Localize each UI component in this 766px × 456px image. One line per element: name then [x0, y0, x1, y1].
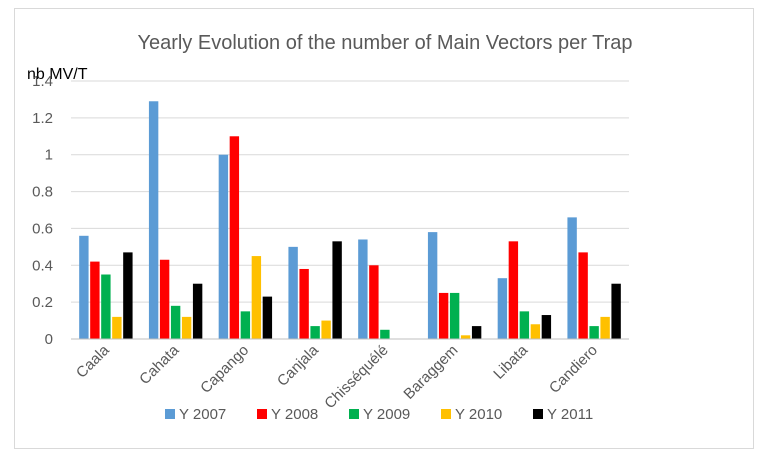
bar: [251, 256, 262, 339]
bar: [541, 315, 552, 339]
bar: [262, 296, 273, 339]
bar: [530, 324, 541, 339]
bar: [192, 283, 203, 339]
bar: [288, 246, 298, 339]
y-tick-label: 0.2: [32, 294, 53, 311]
category-label: Libata: [490, 341, 531, 382]
y-tick-label: 0.4: [32, 257, 53, 274]
legend-swatch: [165, 409, 175, 419]
category-label: Baraggem: [400, 342, 461, 403]
category-label: Caala: [73, 341, 113, 381]
chart-title: Yearly Evolution of the number of Main V…: [137, 32, 632, 54]
bar: [508, 241, 519, 339]
y-tick-label: 0.6: [32, 220, 53, 237]
bar: [79, 235, 89, 339]
chart-frame: Yearly Evolution of the number of Main V…: [14, 8, 754, 449]
legend-swatch: [533, 409, 543, 419]
bar: [101, 274, 111, 339]
bar: [240, 311, 251, 339]
bar: [449, 292, 460, 339]
bar: [369, 265, 379, 339]
bar: [321, 320, 331, 339]
y-tick-label: 0.8: [32, 184, 53, 201]
bar: [90, 261, 100, 339]
bar: [497, 278, 508, 339]
bar: [299, 268, 309, 339]
legend-swatch: [349, 409, 359, 419]
bars: [79, 101, 621, 340]
category-labels: Caala Cahata Capango Canjala Chisséquélé Bara…: [73, 341, 601, 412]
y-tick-label: 1: [45, 147, 53, 164]
y-tick-label: 0: [45, 331, 53, 348]
category-label: Chisséquélé: [321, 342, 391, 412]
bar: [358, 239, 368, 339]
y-tick-label: 1.2: [32, 110, 53, 127]
bar: [332, 241, 342, 339]
category-label: Canjala: [274, 341, 322, 389]
bar-chart: Yearly Evolution of the number of Main V…: [27, 32, 633, 423]
bar: [112, 316, 122, 339]
bar: [600, 316, 610, 339]
legend-label: Y 2009: [363, 406, 410, 423]
bar: [427, 232, 438, 339]
legend: Y 2007 Y 2008 Y 2009 Y 2010 Y 2011: [165, 406, 593, 423]
bar: [229, 136, 240, 339]
category-label: Cahata: [136, 341, 183, 388]
y-axis-label: nb MV/T: [27, 66, 88, 83]
y-tick-label: 1.4: [32, 73, 53, 90]
legend-swatch: [441, 409, 451, 419]
gridlines: [71, 80, 629, 303]
legend-swatch: [257, 409, 267, 419]
bar: [519, 311, 530, 339]
bar: [589, 326, 599, 339]
bar: [218, 154, 229, 339]
bar: [460, 335, 471, 339]
bar: [567, 217, 577, 339]
y-tick-labels: 0 0.2 0.4 0.6 0.8 1 1.2 1.4: [32, 73, 53, 348]
legend-label: Y 2007: [179, 406, 226, 423]
bar: [380, 329, 390, 339]
bar: [148, 101, 159, 340]
legend-label: Y 2011: [547, 406, 593, 423]
bar: [159, 259, 170, 339]
bar: [310, 326, 320, 339]
bar: [471, 326, 482, 339]
legend-label: Y 2010: [455, 406, 502, 423]
category-label: Candiero: [546, 342, 601, 397]
bar: [123, 252, 133, 339]
bar: [578, 252, 588, 339]
bar: [181, 316, 192, 339]
bar: [611, 283, 621, 339]
legend-label: Y 2008: [271, 406, 318, 423]
bar: [170, 305, 181, 339]
category-label: Capango: [197, 342, 252, 397]
bar: [438, 292, 449, 339]
